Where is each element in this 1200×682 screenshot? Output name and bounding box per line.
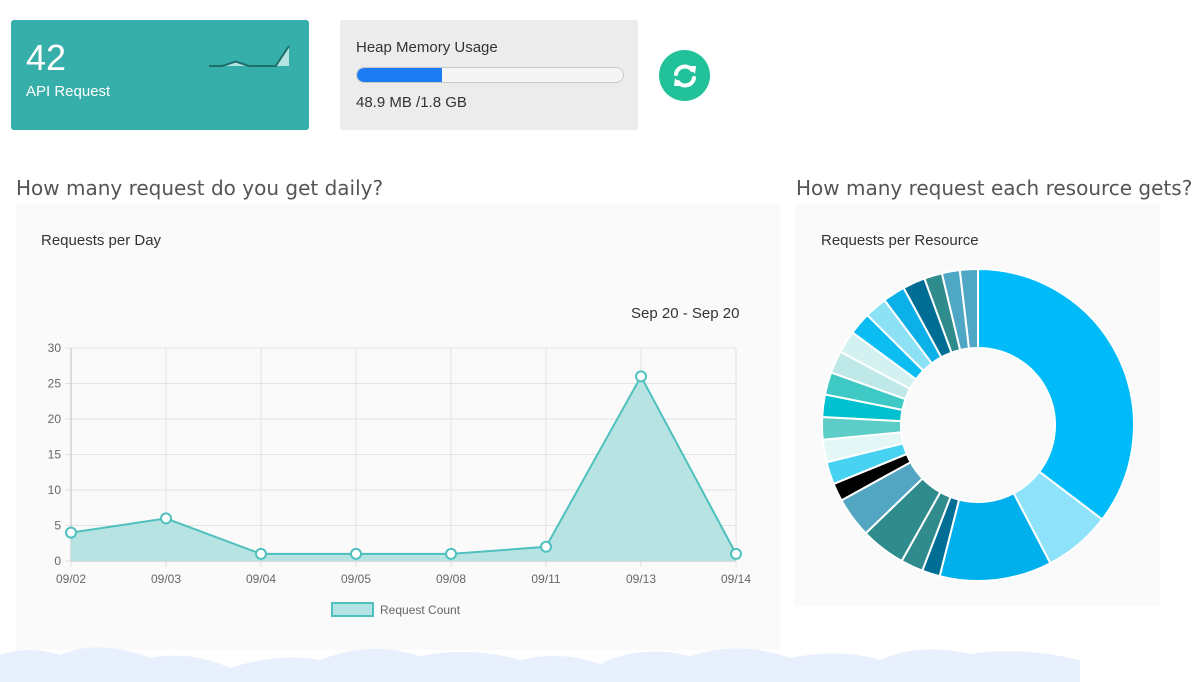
daily-requests-heading: How many request do you get daily? [16, 176, 384, 200]
api-request-count: 42 [26, 37, 67, 78]
y-tick-label: 30 [48, 341, 62, 355]
refresh-icon [673, 64, 696, 87]
data-point [540, 540, 552, 553]
data-point [635, 370, 647, 383]
resource-requests-title: Requests per Resource [821, 232, 979, 249]
data-point [350, 547, 362, 560]
x-tick-label: 09/05 [341, 572, 371, 586]
y-tick-label: 15 [48, 448, 62, 462]
heap-memory-progress-bar [356, 67, 624, 83]
y-tick-label: 25 [48, 377, 62, 391]
request-count-line [70, 374, 737, 555]
heap-memory-title: Heap Memory Usage [356, 39, 498, 56]
request-count-area [71, 376, 736, 561]
legend-label: Request Count [380, 603, 461, 617]
api-request-label: API Request [26, 83, 111, 100]
api-request-card: 42 API Request [11, 20, 309, 130]
data-point [65, 526, 77, 539]
y-tick-label: 5 [54, 519, 61, 533]
daily-requests-title: Requests per Day [41, 232, 162, 249]
x-tick-label: 09/13 [626, 572, 656, 586]
heap-memory-value: 48.9 MB /1.8 GB [356, 94, 467, 111]
sparkline-area [209, 46, 289, 66]
y-tick-label: 20 [48, 412, 62, 426]
data-point [160, 512, 172, 525]
x-tick-label: 09/11 [531, 572, 560, 586]
resource-requests-panel: Requests per Resource [795, 204, 1160, 606]
data-point [255, 547, 267, 560]
x-tick-label: 09/02 [56, 572, 86, 586]
legend-swatch [331, 602, 374, 617]
y-tick-label: 0 [54, 554, 61, 568]
heap-memory-card: Heap Memory Usage 48.9 MB /1.8 GB [340, 20, 638, 130]
x-tick-label: 09/14 [721, 572, 751, 586]
date-range-picker[interactable]: Sep 20 - Sep 20 [631, 305, 740, 322]
data-point [445, 547, 457, 560]
sparkline-line [209, 45, 290, 67]
x-tick-label: 09/03 [151, 572, 181, 586]
heap-memory-progress-fill [357, 68, 443, 82]
cloud-decoration [0, 647, 1080, 682]
resource-requests-heading: How many request each resource gets? [796, 176, 1193, 200]
data-point [730, 547, 742, 560]
refresh-button[interactable] [659, 50, 710, 101]
x-tick-label: 09/08 [436, 572, 466, 586]
x-tick-label: 09/04 [246, 572, 276, 586]
y-tick-label: 10 [48, 483, 62, 497]
api-request-sparkline [209, 45, 290, 67]
